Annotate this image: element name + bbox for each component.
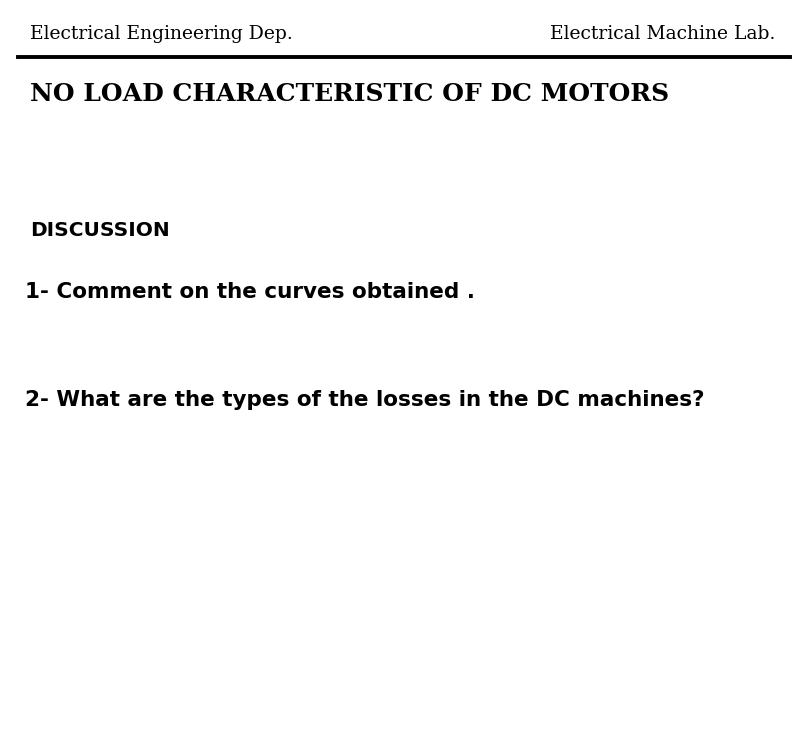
Text: DISCUSSION: DISCUSSION	[30, 220, 170, 239]
Text: NO LOAD CHARACTERISTIC OF DC MOTORS: NO LOAD CHARACTERISTIC OF DC MOTORS	[30, 82, 669, 106]
Text: 1- Comment on the curves obtained .: 1- Comment on the curves obtained .	[25, 282, 475, 302]
Text: Electrical Engineering Dep.: Electrical Engineering Dep.	[30, 25, 293, 43]
Text: Electrical Machine Lab.: Electrical Machine Lab.	[550, 25, 775, 43]
Text: 2- What are the types of the losses in the DC machines?: 2- What are the types of the losses in t…	[25, 390, 705, 410]
